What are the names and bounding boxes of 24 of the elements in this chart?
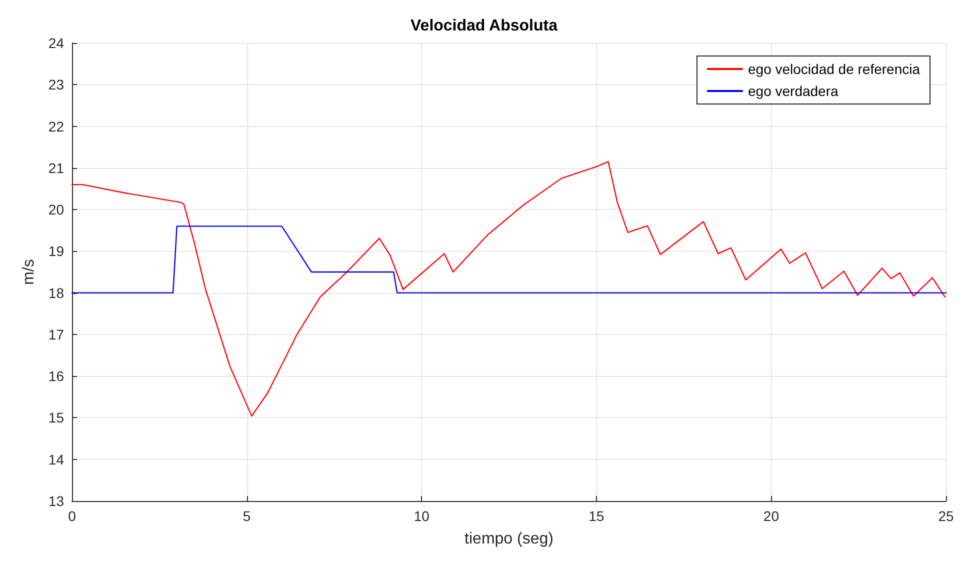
x-tick-label: 20 [763,508,780,524]
x-tick-label: 0 [68,508,76,524]
y-tick-label: 14 [48,451,64,468]
x-tick-label: 5 [242,508,251,524]
y-tick-label: 21 [48,160,64,176]
y-tick-label: 13 [48,493,64,509]
y-tick-label: 24 [48,35,64,51]
x-tick-label: 25 [938,508,954,524]
chart-title: Velocidad Absoluta [410,18,558,34]
y-tick-label: 18 [48,284,64,301]
y-tick-label: 20 [48,202,64,218]
y-axis-title: m/s [20,259,38,285]
x-tick-label: 10 [414,508,430,524]
y-tick-label: 22 [48,118,64,134]
y-tick-label: 23 [48,76,64,93]
x-tick-label: 15 [588,508,604,524]
y-tick-label: 19 [48,243,64,260]
y-tick-label: 15 [48,410,64,426]
legend-label: ego velocidad de referencia [748,61,920,77]
x-axis-title: tiempo (seg) [464,530,554,548]
legend-label: ego verdadera [748,83,838,99]
line-series [71,161,946,417]
y-tick-label: 16 [48,368,64,384]
y-tick-label: 17 [48,326,64,342]
